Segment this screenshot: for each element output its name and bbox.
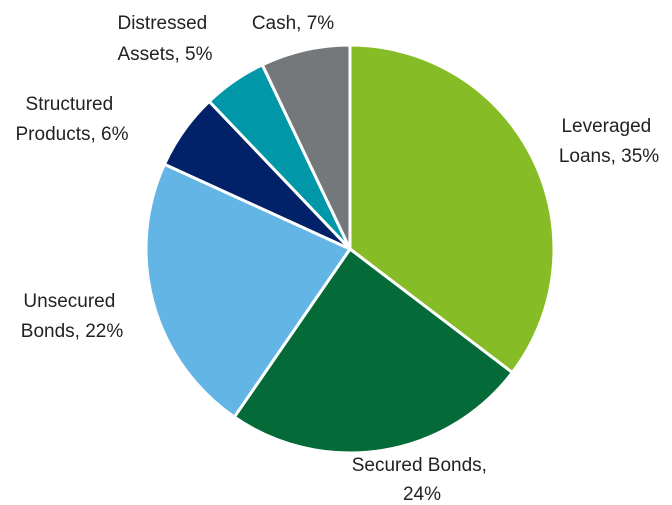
label-unsecured-bonds: Unsecured Bonds, 22% <box>21 291 124 342</box>
pie-slice-unsecured-bonds <box>144 162 352 419</box>
pie-labels: Leveraged Loans, 35% Secured Bonds, 24% … <box>16 13 660 505</box>
label-leveraged-loans: Leveraged Loans, 35% <box>559 116 659 167</box>
label-secured-bonds: Secured Bonds, 24% <box>352 455 492 505</box>
pie-slice-leveraged-loans <box>348 43 556 375</box>
label-structured-products: Structured Products, 6% <box>16 94 129 145</box>
label-cash: Cash, 7% <box>252 13 334 34</box>
pie-slice-secured-bonds <box>232 247 514 455</box>
pie-slice-cash <box>260 43 352 251</box>
pie-slices <box>144 43 556 455</box>
label-distressed-assets: Distressed Assets, 5% <box>117 13 212 65</box>
